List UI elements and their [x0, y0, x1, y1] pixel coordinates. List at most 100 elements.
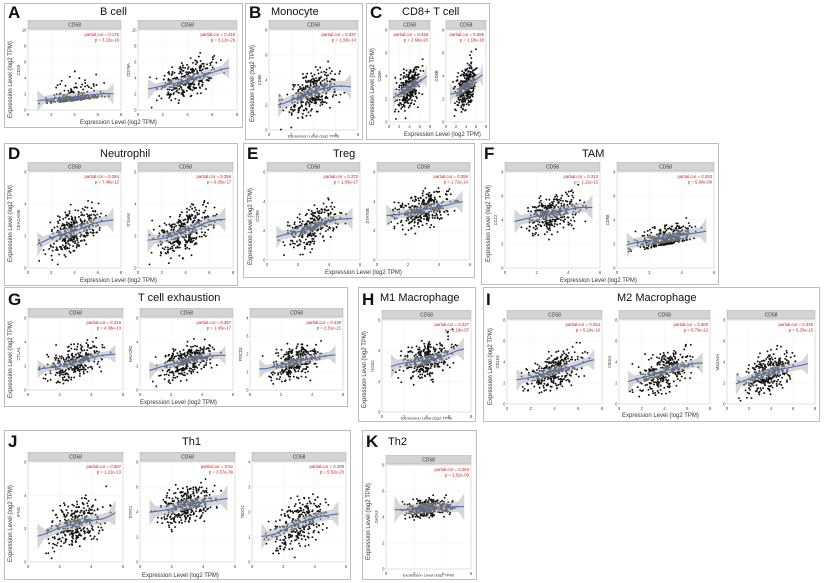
- data-point: [96, 231, 99, 234]
- data-point: [63, 246, 66, 249]
- data-point: [186, 207, 188, 210]
- x-tick-label: 0: [616, 270, 619, 275]
- data-point: [414, 93, 417, 95]
- data-point: [394, 371, 397, 374]
- data-point: [572, 216, 575, 219]
- y-tick-label: 4: [378, 348, 381, 353]
- data-point: [313, 240, 316, 243]
- data-point: [428, 216, 431, 219]
- x-tick-label: 4: [201, 392, 204, 397]
- data-point: [58, 216, 61, 219]
- data-point: [646, 234, 649, 236]
- y-axis-label-A: Expression Level (log2 TPM): [8, 41, 14, 118]
- data-point: [71, 218, 74, 221]
- data-point: [305, 222, 308, 225]
- y-tick-label: 4: [24, 76, 27, 81]
- data-point: [51, 249, 54, 252]
- data-point: [316, 351, 319, 353]
- data-point: [170, 371, 173, 374]
- facet-strip: [137, 19, 238, 30]
- data-point: [190, 370, 193, 373]
- data-point: [537, 234, 540, 236]
- data-point: [429, 197, 432, 200]
- data-point: [174, 376, 177, 379]
- data-point: [327, 197, 330, 200]
- data-point: [413, 200, 416, 203]
- data-point: [466, 91, 469, 94]
- data-point: [79, 366, 81, 369]
- data-point: [414, 198, 417, 201]
- data-point: [194, 63, 197, 66]
- data-point: [584, 220, 587, 223]
- data-point: [440, 361, 443, 364]
- data-point: [163, 222, 166, 225]
- partial-cor-label: partial.cor = 0.385: [449, 32, 484, 37]
- data-point: [81, 221, 84, 224]
- data-point: [191, 214, 194, 217]
- data-point: [545, 223, 548, 226]
- data-point: [298, 224, 301, 227]
- data-point: [438, 365, 441, 368]
- data-point: [327, 228, 330, 231]
- x-tick-label: 8: [485, 124, 488, 129]
- x-tick-label: 2: [407, 262, 410, 267]
- data-point: [203, 346, 206, 348]
- data-point: [406, 99, 409, 102]
- data-point: [555, 193, 558, 196]
- data-point: [310, 234, 313, 237]
- data-point: [186, 246, 189, 249]
- data-point: [164, 354, 167, 357]
- data-point: [174, 348, 177, 351]
- data-point: [68, 244, 71, 246]
- data-point: [172, 350, 175, 352]
- data-point: [402, 68, 405, 71]
- data-point: [55, 248, 58, 251]
- data-point: [464, 80, 467, 83]
- data-point: [74, 240, 77, 243]
- data-point: [299, 240, 302, 243]
- data-point: [49, 245, 52, 248]
- data-point: [460, 106, 463, 109]
- data-point: [300, 349, 303, 352]
- data-point: [75, 246, 78, 249]
- data-point: [282, 241, 285, 243]
- data-point: [171, 379, 174, 382]
- scatter-panel: CD58 0 2 4 6 8 0 2 4 6 8 CD8A partial.cor = 0.418 p =…: [377, 19, 433, 130]
- x-axis-label-E: Expression Level (log2 TPM): [325, 270, 402, 276]
- data-point: [297, 370, 300, 373]
- data-point: [469, 100, 472, 103]
- data-point: [430, 372, 433, 375]
- data-point: [418, 199, 420, 202]
- data-point: [325, 205, 328, 208]
- data-point: [417, 375, 420, 378]
- data-point: [424, 187, 427, 190]
- x-tick-label: 0: [445, 124, 448, 129]
- data-point: [549, 206, 552, 209]
- data-point: [168, 88, 171, 91]
- data-point: [665, 224, 668, 227]
- data-point: [310, 72, 313, 75]
- data-point: [650, 246, 653, 249]
- data-point: [316, 68, 319, 71]
- data-point: [198, 212, 201, 215]
- data-point: [321, 98, 324, 101]
- data-point: [688, 238, 691, 241]
- data-point: [288, 354, 291, 357]
- data-point: [272, 382, 275, 385]
- data-point: [192, 370, 195, 373]
- data-point: [424, 375, 427, 378]
- data-point: [404, 100, 407, 103]
- data-point: [419, 216, 422, 219]
- x-tick-label: 8: [429, 124, 432, 129]
- data-point: [70, 215, 73, 218]
- data-point: [564, 191, 567, 194]
- data-point: [168, 371, 171, 374]
- data-point: [86, 370, 89, 373]
- data-point: [187, 85, 190, 87]
- data-point: [420, 203, 423, 206]
- data-point: [279, 371, 282, 374]
- data-point: [87, 199, 90, 202]
- data-point: [527, 206, 529, 209]
- data-point: [161, 247, 164, 250]
